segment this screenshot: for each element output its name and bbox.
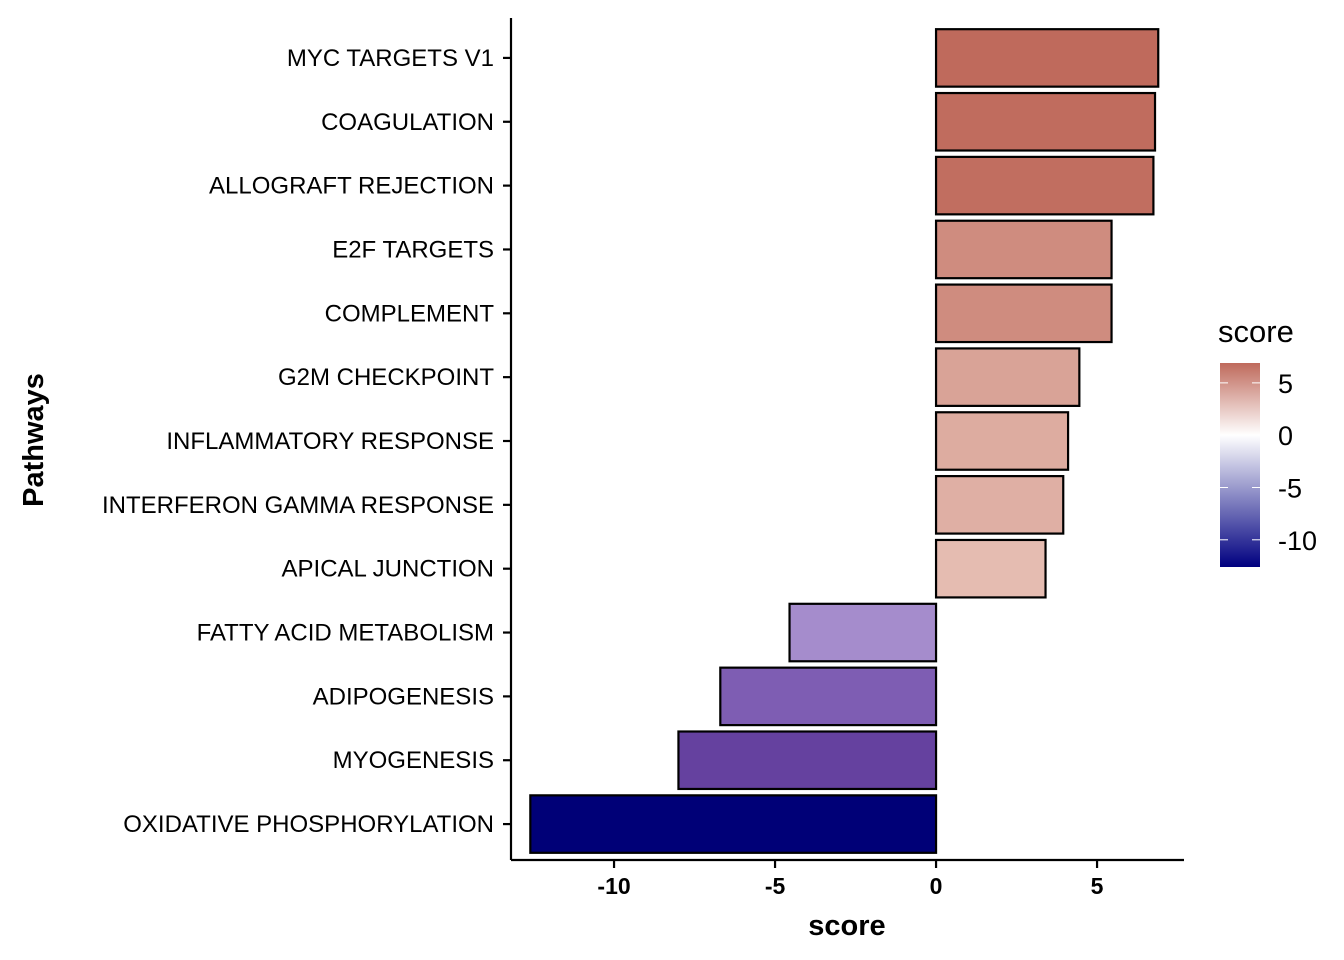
legend: score 5 0 -5 -10	[1218, 314, 1317, 567]
y-tick-label: FATTY ACID METABOLISM	[197, 620, 494, 647]
x-tick-label: -10	[597, 873, 630, 899]
bar-myogenesis	[677, 730, 938, 791]
y-tick-label: INTERFERON GAMMA RESPONSE	[102, 492, 494, 519]
bar-myc-targets-v1	[934, 28, 1160, 88]
axes	[509, 18, 1184, 862]
y-tick-label: MYC TARGETS V1	[287, 45, 494, 72]
bar-adipogenesis	[719, 666, 938, 727]
x-axis-title: score	[808, 910, 885, 942]
y-tick-label: COAGULATION	[321, 109, 494, 136]
x-tick-label: -5	[765, 873, 786, 899]
legend-tick-label: 0	[1278, 421, 1293, 451]
legend-tick-label: 5	[1278, 369, 1293, 399]
bar-fatty-acid-metabolism	[788, 602, 938, 663]
y-axis-title: Pathways	[18, 373, 50, 507]
bar-allograft-rejection	[934, 155, 1155, 216]
y-tick-label: ADIPOGENESIS	[313, 683, 494, 710]
legend-ticks: 5 0 -5 -10	[1220, 369, 1317, 556]
x-tick-label: 5	[1091, 873, 1104, 899]
y-tick-label: INFLAMMATORY RESPONSE	[166, 428, 494, 455]
bar-inflammatory-response	[934, 411, 1070, 471]
y-tick-labels: MYC TARGETS V1 COAGULATION ALLOGRAFT REJEC…	[102, 45, 511, 838]
legend-tick-label: -10	[1278, 526, 1317, 556]
y-tick-label: E2F TARGETS	[332, 236, 494, 263]
bar-e2f-targets	[934, 219, 1113, 280]
y-tick-label: APICAL JUNCTION	[282, 556, 494, 583]
y-tick-label: OXIDATIVE PHOSPHORYLATION	[123, 811, 494, 838]
y-tick-label: MYOGENESIS	[333, 747, 494, 774]
bar-interferon-gamma-response	[934, 475, 1065, 535]
bar-g2m-checkpoint	[934, 347, 1081, 407]
legend-tick-label: -5	[1278, 473, 1302, 503]
bars	[529, 28, 1160, 854]
bar-apical-junction	[934, 538, 1047, 599]
legend-colorbar	[1220, 363, 1260, 567]
bar-oxidative-phosphorylation	[529, 794, 938, 854]
bar-complement	[934, 283, 1113, 344]
y-tick-label: COMPLEMENT	[325, 300, 495, 327]
x-ticks: -10 -5 0 5	[597, 860, 1104, 899]
y-tick-label: ALLOGRAFT REJECTION	[209, 173, 494, 200]
y-tick-label: G2M CHECKPOINT	[278, 364, 494, 391]
x-tick-label: 0	[930, 873, 943, 899]
bar-coagulation	[934, 91, 1157, 152]
legend-title: score	[1218, 314, 1294, 349]
